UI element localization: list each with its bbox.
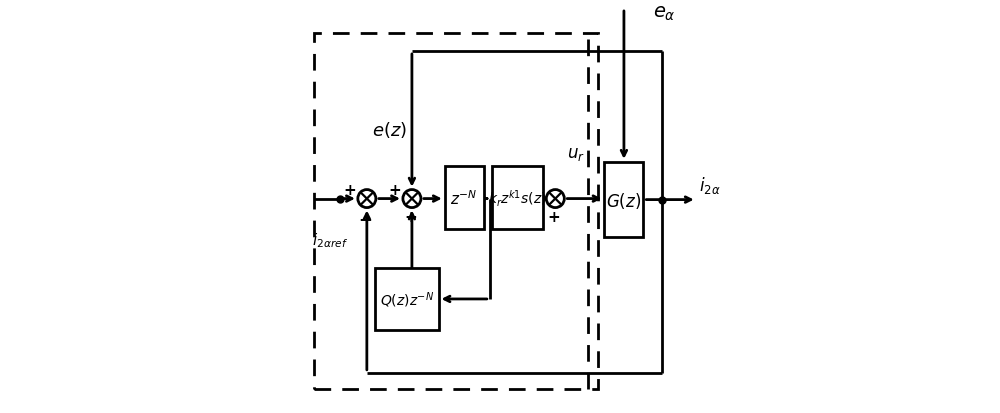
Bar (314, 33, 598, 389)
Text: +: + (548, 209, 560, 224)
Text: $u_r$: $u_r$ (567, 145, 585, 162)
Bar (375, 268, 439, 330)
Text: $k_r z^{k1} s(z)$: $k_r z^{k1} s(z)$ (488, 188, 547, 208)
Bar (445, 166, 484, 230)
Text: +: + (404, 209, 417, 224)
Bar (604, 162, 643, 238)
Text: −: − (358, 209, 372, 227)
Text: $e_{\alpha}$: $e_{\alpha}$ (653, 4, 675, 23)
Text: $G(z)$: $G(z)$ (606, 190, 642, 210)
Circle shape (546, 190, 564, 208)
Text: $Q(z)z^{-N}$: $Q(z)z^{-N}$ (380, 290, 434, 309)
Text: $i_{2\alpha ref}$: $i_{2\alpha ref}$ (312, 230, 348, 249)
Circle shape (403, 190, 421, 208)
Text: +: + (388, 182, 401, 197)
Text: +: + (343, 182, 356, 197)
Circle shape (358, 190, 376, 208)
Text: +: + (531, 182, 544, 197)
Text: $i_{2\alpha}$: $i_{2\alpha}$ (699, 175, 720, 196)
Text: $z^{-N}$: $z^{-N}$ (450, 189, 478, 207)
Bar (492, 166, 543, 230)
Text: $e(z)$: $e(z)$ (372, 120, 407, 140)
